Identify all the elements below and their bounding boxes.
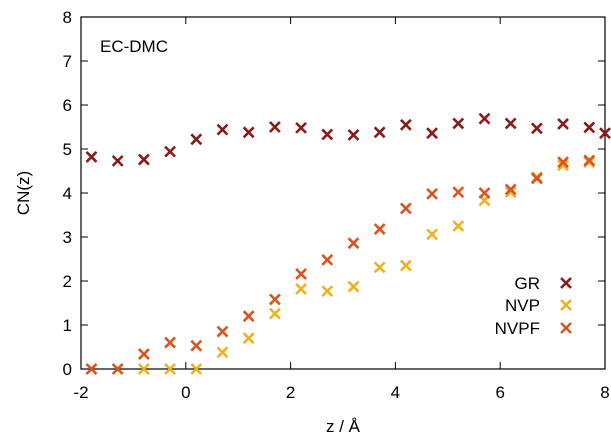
x-tick-label: 2	[286, 383, 295, 402]
data-point-nvp	[216, 346, 229, 359]
y-tick-label: 8	[63, 8, 72, 27]
legend-label-gr: GR	[515, 274, 541, 293]
plot-frame	[80, 16, 606, 370]
y-tick-label: 6	[63, 96, 72, 115]
data-point-gr	[164, 145, 176, 158]
data-point-nvpf	[164, 336, 176, 349]
data-point-nvp	[164, 363, 176, 375]
legend-label-nvp: NVP	[505, 296, 540, 315]
data-point-gr	[268, 121, 281, 133]
data-point-gr	[504, 117, 517, 130]
data-point-gr	[321, 128, 334, 141]
data-point-nvp	[557, 159, 569, 172]
data-point-nvpf	[426, 187, 438, 200]
data-point-gr	[599, 127, 611, 140]
data-point-nvpf	[399, 202, 412, 215]
data-point-nvp	[321, 285, 334, 298]
x-axis-label: z / Å	[326, 417, 361, 436]
data-point-nvpf	[478, 187, 491, 199]
y-tick-label: 3	[63, 228, 72, 247]
data-point-nvp	[399, 259, 412, 272]
legend: GR NVP NVPF	[495, 274, 572, 338]
data-point-gr	[557, 118, 569, 130]
axis-ticks	[80, 16, 606, 370]
y-tick-label: 2	[63, 272, 72, 291]
data-point-nvp	[426, 228, 438, 241]
data-point-gr	[190, 133, 203, 146]
data-point-gr	[426, 127, 438, 140]
y-tick-label: 1	[63, 316, 72, 335]
data-point-gr	[111, 154, 124, 167]
data-point-nvpf	[268, 293, 281, 306]
x-tick-label: -2	[73, 383, 88, 402]
data-point-nvp	[268, 307, 281, 320]
legend-marker-nvp	[560, 299, 572, 311]
data-point-nvpf	[242, 310, 255, 323]
data-point-gr	[583, 121, 596, 134]
data-points	[85, 112, 611, 375]
y-tick-label: 7	[63, 52, 72, 71]
data-point-nvpf	[347, 237, 360, 250]
x-tick-label: 0	[181, 383, 190, 402]
data-point-nvpf	[583, 154, 596, 167]
chart-annotation: EC-DMC	[100, 37, 168, 56]
data-point-nvp	[347, 280, 360, 293]
x-tick-label: 6	[495, 383, 504, 402]
data-point-nvpf	[216, 325, 229, 338]
data-point-gr	[373, 126, 386, 139]
y-axis-label: CN(z)	[14, 171, 33, 215]
data-point-gr	[216, 123, 229, 136]
data-point-nvp	[452, 220, 465, 232]
legend-marker-gr	[560, 277, 572, 289]
data-point-nvpf	[557, 156, 569, 169]
data-point-nvp	[295, 283, 307, 295]
data-point-gr	[478, 112, 491, 125]
legend-label-nvpf: NVPF	[495, 319, 540, 338]
legend-marker-nvpf	[560, 322, 572, 334]
x-tick-label: 8	[600, 383, 609, 402]
data-point-nvpf	[452, 186, 465, 199]
data-point-nvpf	[321, 253, 334, 266]
data-point-gr	[347, 129, 360, 141]
data-point-nvp	[190, 363, 203, 375]
data-point-nvpf	[85, 363, 98, 375]
y-tick-label: 5	[63, 140, 72, 159]
data-point-nvpf	[504, 183, 517, 196]
data-point-nvp	[242, 332, 255, 345]
data-point-gr	[85, 151, 98, 163]
data-point-nvpf	[295, 268, 307, 280]
data-point-gr	[530, 122, 543, 135]
x-tick-label: 4	[391, 383, 400, 402]
data-point-gr	[399, 118, 412, 131]
data-point-gr	[242, 126, 255, 139]
data-point-nvpf	[137, 348, 150, 360]
data-point-nvpf	[111, 363, 124, 375]
data-point-nvp	[373, 261, 386, 274]
data-point-gr	[452, 117, 465, 130]
y-tick-label: 4	[63, 184, 72, 203]
data-point-nvpf	[373, 223, 386, 235]
data-point-nvp	[137, 363, 150, 375]
y-tick-label: 0	[63, 360, 72, 379]
data-point-nvp	[504, 186, 517, 199]
data-point-nvpf	[190, 339, 203, 352]
data-point-gr	[137, 153, 150, 166]
data-point-gr	[295, 121, 307, 134]
data-point-nvpf	[530, 172, 543, 185]
